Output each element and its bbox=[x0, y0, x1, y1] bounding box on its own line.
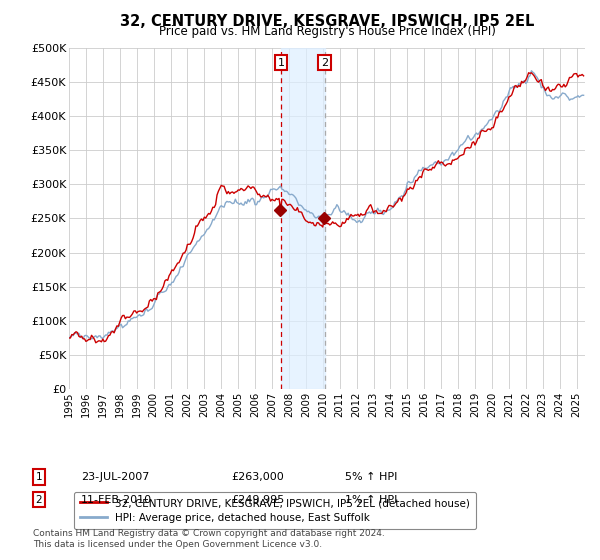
Text: 1% ↑ HPI: 1% ↑ HPI bbox=[345, 494, 397, 505]
Text: Price paid vs. HM Land Registry's House Price Index (HPI): Price paid vs. HM Land Registry's House … bbox=[158, 25, 496, 38]
Text: 5% ↑ HPI: 5% ↑ HPI bbox=[345, 472, 397, 482]
Text: 11-FEB-2010: 11-FEB-2010 bbox=[81, 494, 152, 505]
Bar bbox=[281, 48, 325, 389]
Text: 23-JUL-2007: 23-JUL-2007 bbox=[81, 472, 149, 482]
Text: 1: 1 bbox=[278, 58, 284, 68]
Text: £249,995: £249,995 bbox=[231, 494, 284, 505]
Text: 2: 2 bbox=[35, 494, 43, 505]
Text: £263,000: £263,000 bbox=[231, 472, 284, 482]
Text: 32, CENTURY DRIVE, KESGRAVE, IPSWICH, IP5 2EL: 32, CENTURY DRIVE, KESGRAVE, IPSWICH, IP… bbox=[120, 14, 534, 29]
Text: 2: 2 bbox=[321, 58, 328, 68]
Text: 1: 1 bbox=[35, 472, 43, 482]
Legend: 32, CENTURY DRIVE, KESGRAVE, IPSWICH, IP5 2EL (detached house), HPI: Average pri: 32, CENTURY DRIVE, KESGRAVE, IPSWICH, IP… bbox=[74, 492, 476, 529]
Text: Contains HM Land Registry data © Crown copyright and database right 2024.
This d: Contains HM Land Registry data © Crown c… bbox=[33, 529, 385, 549]
